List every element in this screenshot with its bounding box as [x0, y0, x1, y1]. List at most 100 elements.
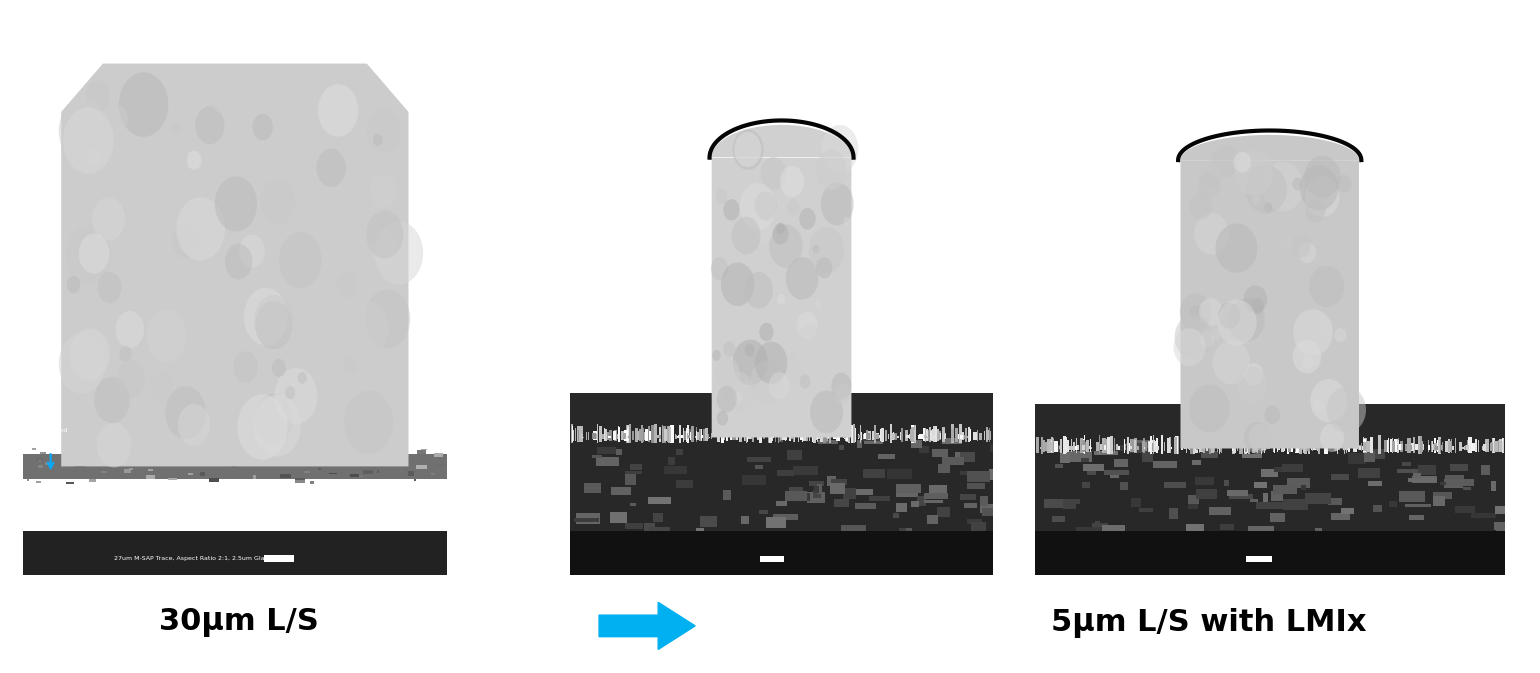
- Bar: [1060, 442, 1063, 452]
- Bar: [1201, 441, 1204, 452]
- Bar: [855, 503, 876, 509]
- Bar: [784, 431, 787, 440]
- Bar: [788, 429, 790, 441]
- Bar: [1281, 444, 1284, 451]
- Bar: [1418, 465, 1435, 474]
- Circle shape: [66, 276, 80, 293]
- Bar: [1469, 437, 1472, 454]
- Circle shape: [1334, 328, 1346, 342]
- Bar: [790, 434, 793, 439]
- Bar: [1110, 470, 1120, 478]
- Bar: [722, 424, 724, 443]
- Circle shape: [1311, 379, 1348, 423]
- Bar: [667, 426, 670, 442]
- Bar: [1304, 436, 1307, 454]
- Bar: [852, 489, 873, 495]
- Bar: [1267, 447, 1270, 449]
- Bar: [1469, 442, 1472, 452]
- Bar: [869, 431, 870, 440]
- Bar: [679, 425, 681, 443]
- Circle shape: [759, 322, 773, 341]
- Bar: [979, 496, 987, 505]
- Bar: [1448, 439, 1451, 453]
- Circle shape: [1300, 165, 1338, 211]
- Bar: [1348, 453, 1366, 464]
- Bar: [682, 427, 684, 441]
- Bar: [317, 468, 322, 470]
- Bar: [986, 427, 989, 442]
- Bar: [778, 437, 784, 442]
- Bar: [653, 513, 664, 522]
- Bar: [1035, 404, 1505, 537]
- Bar: [1157, 446, 1158, 450]
- Bar: [822, 425, 825, 443]
- Bar: [1391, 439, 1394, 452]
- Bar: [1438, 437, 1440, 454]
- Bar: [1428, 445, 1431, 450]
- Bar: [1392, 448, 1395, 449]
- Bar: [1270, 513, 1284, 522]
- Bar: [813, 490, 821, 498]
- Bar: [849, 435, 850, 439]
- Circle shape: [716, 411, 728, 425]
- Bar: [698, 431, 699, 440]
- Bar: [725, 431, 727, 440]
- Circle shape: [776, 223, 785, 234]
- Bar: [1355, 441, 1357, 452]
- Bar: [802, 430, 805, 441]
- Bar: [1157, 446, 1158, 450]
- Bar: [1494, 441, 1498, 452]
- Bar: [667, 430, 668, 441]
- Bar: [1274, 466, 1295, 472]
- Bar: [188, 457, 194, 461]
- Circle shape: [1261, 162, 1304, 211]
- Bar: [571, 430, 574, 441]
- Circle shape: [63, 107, 114, 174]
- Circle shape: [1304, 176, 1340, 217]
- Bar: [1041, 447, 1044, 449]
- Circle shape: [816, 149, 847, 190]
- Bar: [747, 457, 772, 462]
- Bar: [725, 430, 728, 441]
- Bar: [759, 509, 768, 514]
- Bar: [959, 493, 976, 500]
- Bar: [598, 447, 616, 454]
- Bar: [816, 434, 818, 439]
- Bar: [259, 450, 266, 451]
- Bar: [1372, 505, 1383, 512]
- Circle shape: [1264, 405, 1280, 424]
- Bar: [1141, 441, 1146, 452]
- Bar: [1355, 447, 1358, 449]
- Bar: [1087, 446, 1090, 450]
- Circle shape: [724, 199, 739, 221]
- Bar: [168, 479, 177, 481]
- Polygon shape: [711, 125, 852, 437]
- Bar: [37, 458, 43, 462]
- Circle shape: [348, 302, 390, 356]
- Circle shape: [179, 404, 209, 446]
- Bar: [899, 528, 906, 535]
- Bar: [1486, 445, 1488, 450]
- Bar: [845, 429, 847, 441]
- Bar: [100, 471, 106, 473]
- Bar: [1201, 446, 1215, 457]
- Bar: [388, 460, 391, 462]
- Bar: [668, 457, 675, 465]
- Bar: [924, 493, 949, 499]
- Bar: [1044, 499, 1066, 508]
- Bar: [1197, 447, 1200, 449]
- Bar: [1449, 464, 1468, 471]
- Circle shape: [1218, 303, 1240, 328]
- Bar: [896, 436, 899, 438]
- Bar: [593, 456, 602, 458]
- Bar: [1392, 438, 1394, 453]
- Bar: [1220, 524, 1234, 530]
- Bar: [422, 449, 427, 450]
- Circle shape: [1189, 192, 1212, 219]
- Bar: [1364, 451, 1375, 462]
- Bar: [171, 455, 180, 458]
- Bar: [1434, 438, 1435, 453]
- Bar: [1095, 452, 1118, 455]
- Bar: [377, 470, 379, 473]
- Bar: [1209, 507, 1230, 516]
